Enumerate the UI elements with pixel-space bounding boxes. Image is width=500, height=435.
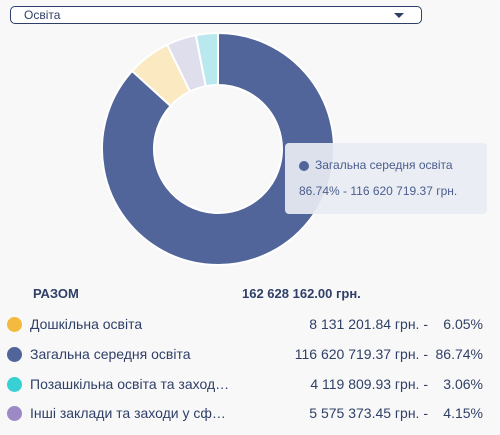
- legend-item-other-education[interactable]: Інші заклади та заходи у сфері освіти 5 …: [0, 401, 500, 425]
- category-select[interactable]: Освіта: [10, 6, 422, 24]
- legend-percent: 4.15%: [443, 405, 483, 421]
- legend-amount: 116 620 719.37 грн. -: [294, 346, 428, 362]
- tooltip-value: 86.74% - 116 620 719.37 грн.: [299, 184, 458, 198]
- chevron-down-icon[interactable]: [394, 13, 404, 18]
- legend-label: Дошкільна освіта: [30, 316, 143, 332]
- legend-percent: 3.06%: [443, 376, 483, 392]
- legend-item-preschool[interactable]: Дошкільна освіта 8 131 201.84 грн. - 6.0…: [0, 312, 500, 336]
- legend-amount: 8 131 201.84 грн. -: [309, 316, 428, 332]
- legend-color-dot: [7, 377, 22, 392]
- legend-label: Інші заклади та заходи у сфері освіти: [30, 405, 233, 421]
- legend-color-dot: [7, 406, 22, 421]
- donut-chart: [101, 31, 335, 266]
- category-select-value: Освіта: [24, 8, 61, 22]
- legend-percent: 6.05%: [443, 316, 483, 332]
- legend-label: Загальна середня освіта: [30, 346, 191, 362]
- legend-label: Позашкільна освіта та заходи із позашкіл…: [30, 376, 233, 392]
- donut-slice-2[interactable]: [194, 31, 219, 88]
- legend-amount: 4 119 809.93 грн. -: [310, 376, 428, 392]
- legend-percent: 86.74%: [435, 346, 483, 362]
- summary-label: РАЗОМ: [33, 286, 79, 301]
- legend-item-extracurricular[interactable]: Позашкільна освіта та заходи із позашкіл…: [0, 372, 500, 396]
- chart-tooltip: Загальна середня освіта 86.74% - 116 620…: [285, 143, 487, 214]
- legend-color-dot: [7, 347, 22, 362]
- legend-color-dot: [7, 317, 22, 332]
- legend-amount: 5 575 373.45 грн. -: [309, 405, 428, 421]
- summary-total: 162 628 162.00 грн.: [242, 286, 361, 301]
- legend-item-general-secondary[interactable]: Загальна середня освіта 116 620 719.37 г…: [0, 342, 500, 366]
- summary-row: РАЗОМ 162 628 162.00 грн.: [0, 282, 500, 306]
- tooltip-title: Загальна середня освіта: [315, 158, 453, 172]
- tooltip-series-dot: [299, 161, 309, 171]
